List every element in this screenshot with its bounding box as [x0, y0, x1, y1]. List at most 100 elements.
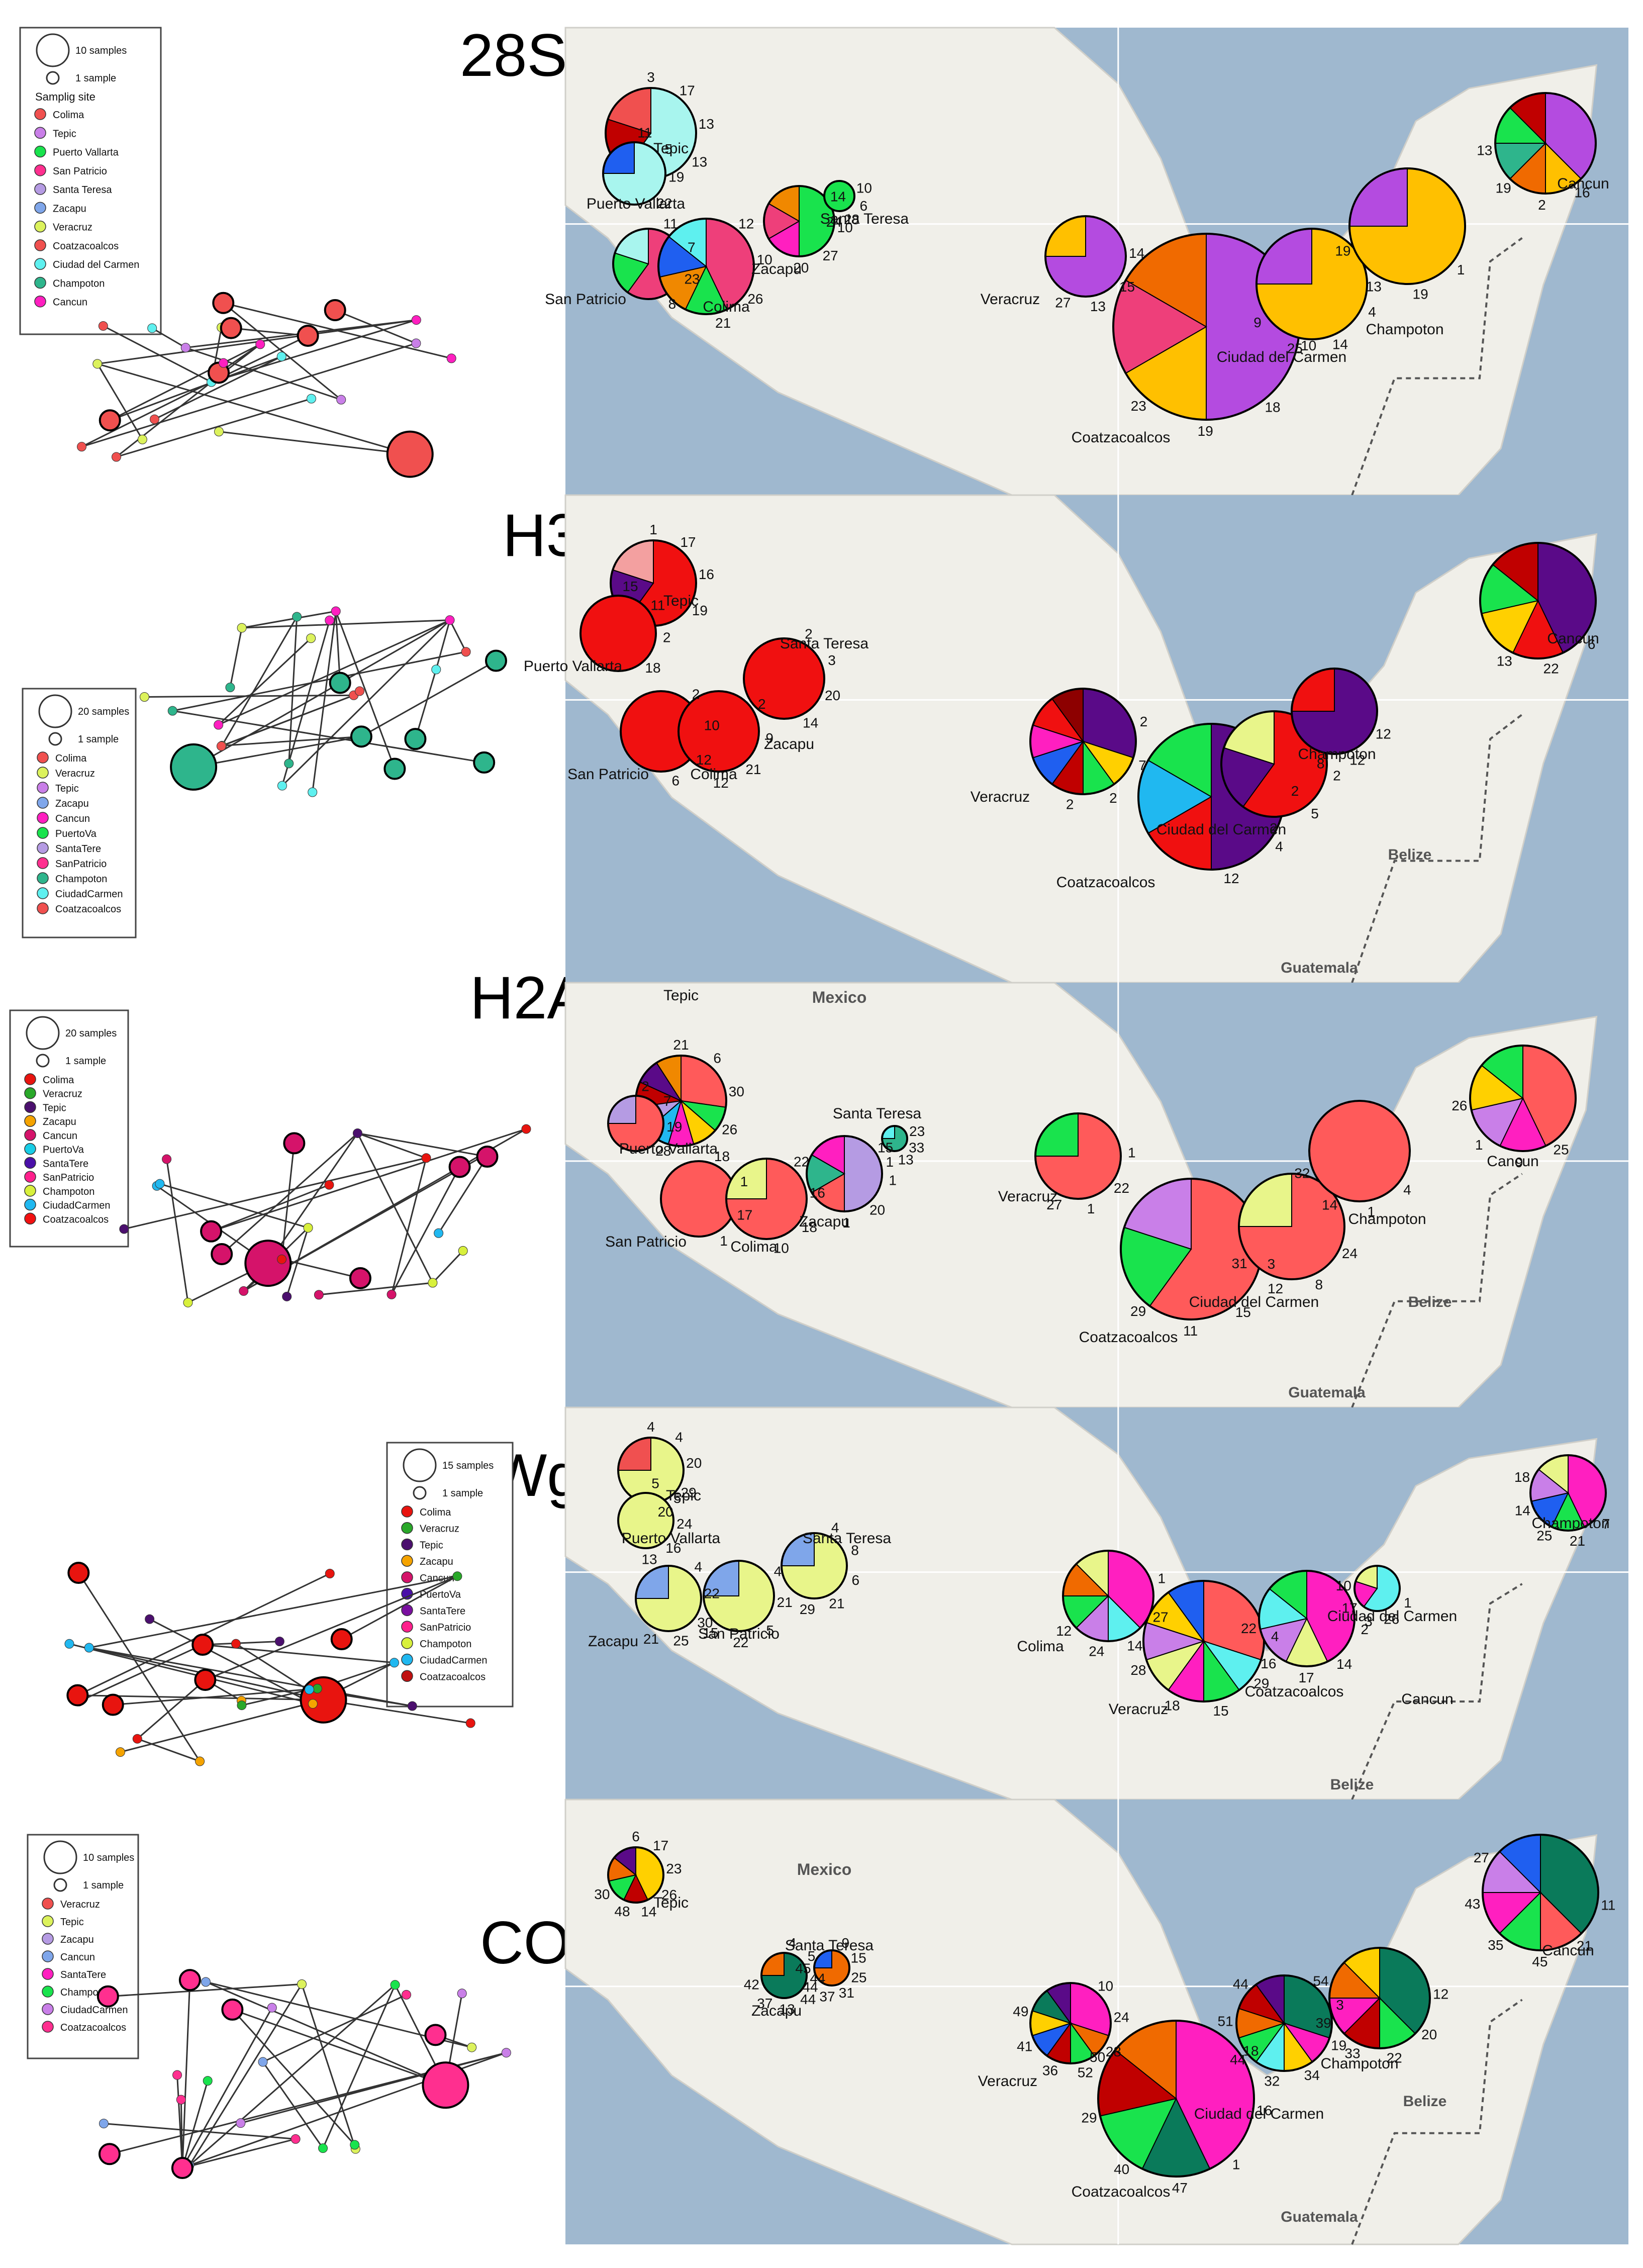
site-label: Zacapu	[588, 1633, 638, 1650]
pie-count-label: 12	[1433, 1986, 1448, 2002]
pie-count-label: 9	[842, 1935, 850, 1951]
haplotype-pie	[657, 218, 755, 315]
haplotype-pie	[607, 1846, 664, 1904]
network-edge	[335, 611, 396, 769]
network-edge	[438, 1156, 488, 1234]
pie-count-label: 25	[1287, 341, 1303, 356]
haplotype-network-Wg	[64, 1562, 475, 1766]
pie-slice	[386, 430, 434, 478]
pie-outline	[1029, 688, 1137, 795]
network-node	[434, 1228, 444, 1238]
legend-entry-label: SantaTere	[55, 843, 101, 855]
size-key-large	[26, 1016, 60, 1050]
haplotype-pie	[725, 1158, 808, 1240]
pie-count-label: 1	[649, 522, 657, 537]
pie-outline	[602, 141, 666, 206]
site-label: Belize	[1330, 1776, 1374, 1793]
pie-slice	[212, 292, 235, 314]
pie-count-label: 19	[1198, 423, 1213, 439]
network-node	[237, 623, 247, 633]
network-edge	[151, 327, 186, 348]
network-edge	[172, 651, 466, 712]
legend-entry-label: SanPatricio	[43, 1172, 94, 1183]
network-node	[386, 430, 434, 478]
legend-entry-label: CiudadCarmen	[55, 889, 123, 900]
network-edge	[116, 381, 212, 458]
pie-count-label: 43	[1465, 1896, 1480, 1912]
haplotype-pie	[1142, 1580, 1265, 1703]
haplotype-pie	[823, 180, 855, 212]
pie-slice	[67, 1562, 90, 1584]
legend-swatch	[42, 1968, 54, 1980]
network-edge	[231, 327, 308, 337]
network-edge	[312, 611, 337, 793]
haplotype-pie	[1062, 1550, 1154, 1642]
site-labels: Tepic Puerto Vallarta San Patricio Colima Za…	[545, 140, 1609, 446]
legend-entry-label: Colima	[55, 753, 87, 764]
pie-count-label: 17	[1298, 1670, 1314, 1685]
network-edge	[137, 1679, 206, 1740]
pie-outline	[657, 218, 755, 315]
pie-count-label: 10	[1098, 1978, 1113, 1994]
pie-count-label: 4	[1403, 1182, 1411, 1198]
network-node	[191, 1634, 214, 1656]
network-edge	[78, 1572, 201, 1762]
pie-count-label: 3	[1268, 1256, 1276, 1272]
pie-count-label: 18	[1265, 399, 1280, 415]
network-node	[220, 317, 242, 339]
site-label: Veracruz	[978, 2073, 1037, 2090]
legend-entry-label: PuertoVa	[420, 1589, 461, 1600]
legend-entry-label: Champoton	[55, 874, 107, 885]
pie-count-label: 7	[688, 240, 696, 255]
network-node	[178, 1969, 201, 1992]
haplotype-pie	[1469, 1045, 1577, 1152]
haplotype-pie	[881, 1125, 908, 1152]
site-label: Champoton	[1320, 2055, 1398, 2072]
network-node	[424, 2024, 447, 2046]
pie-slice	[743, 637, 825, 720]
haplotype-pie	[1235, 1974, 1333, 2072]
pie-count-label: 30	[594, 1886, 610, 1902]
network-node	[267, 2003, 277, 2013]
network-node	[476, 1146, 499, 1168]
pie-count-label: 22	[1114, 1180, 1129, 1196]
pie-count-label: 6	[1588, 636, 1596, 652]
pie-count-label: 13	[641, 1552, 657, 1567]
haplotype-pie	[1029, 688, 1137, 795]
pie-count-label: 26	[747, 291, 763, 307]
legend-swatch	[34, 258, 46, 270]
site-label: Santa Teresa	[785, 1937, 874, 1954]
legend-swatch	[401, 1653, 413, 1666]
network-node	[176, 2095, 186, 2105]
pie-count-label: 45	[1532, 1954, 1548, 1969]
pie-count-label: 11	[637, 125, 652, 141]
site-label: Veracruz	[971, 789, 1030, 805]
pie-count-label: 22	[704, 1586, 720, 1601]
network-edge	[357, 1132, 434, 1283]
network-node	[446, 353, 456, 363]
site-label: Veracruz	[1109, 1701, 1168, 1718]
network-node	[115, 1747, 125, 1757]
size-key-label: 1 sample	[75, 73, 116, 84]
pie-outline	[763, 185, 835, 257]
pie-slice	[1308, 1100, 1411, 1202]
network-node	[258, 2057, 268, 2067]
pie-count-label: 2	[1333, 768, 1341, 784]
pie-count-label: 44	[802, 1979, 818, 1995]
pie-count-label: 27	[823, 248, 838, 263]
legend-entry-label: Zacapu	[420, 1556, 453, 1567]
network-node	[501, 2048, 511, 2058]
pie-count-label: 12	[1268, 1281, 1283, 1296]
network-node	[244, 1240, 292, 1287]
pie-count-label: 29	[800, 1601, 815, 1617]
pie-count-label: 6	[860, 198, 868, 214]
site-label: Puerto Vallarta	[587, 196, 686, 212]
pie-count-label: 1	[1232, 2157, 1240, 2172]
site-label: Tepic	[653, 1895, 689, 1911]
haplotype-pie	[1034, 1112, 1122, 1200]
pie-slice	[98, 2143, 121, 2165]
legend-swatch	[37, 827, 49, 839]
